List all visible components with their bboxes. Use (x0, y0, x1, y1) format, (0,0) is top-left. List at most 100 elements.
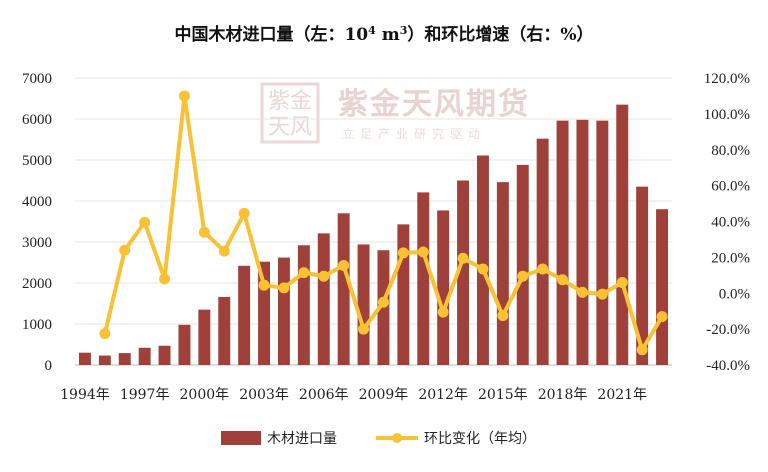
bar (636, 186, 649, 365)
line-point (358, 323, 370, 335)
bar (576, 119, 589, 365)
line-point (437, 306, 449, 318)
axis-right: -40.0% -20.0% 0.0% 20.0% 40.0% 60.0% 80.0% 100.… (704, 71, 750, 374)
line-point (119, 244, 131, 256)
y-left-tick-label: 2000 (22, 276, 52, 292)
bar (616, 104, 629, 366)
line-point (596, 288, 608, 300)
legend-swatch-bar (221, 431, 261, 445)
bar (516, 164, 529, 365)
bar (496, 182, 509, 365)
line-point (318, 270, 330, 282)
bar (437, 210, 450, 365)
bar (596, 120, 609, 365)
line-point (198, 226, 210, 238)
bar (258, 261, 271, 365)
x-tick-label: 2009年 (359, 387, 409, 403)
line-point (377, 296, 389, 308)
watermark-slogan: 立足产业研究驱动 (342, 126, 486, 141)
bar (98, 355, 111, 365)
line-point (338, 259, 350, 271)
bar (118, 353, 131, 365)
watermark-brand: 紫金天风期货 (338, 87, 530, 122)
bar (238, 265, 251, 365)
line-point (537, 263, 549, 275)
line-point (218, 245, 230, 257)
line-point (139, 216, 151, 228)
y-right-tick-label: -40.0% (706, 358, 750, 374)
watermark-seal: 紫金 (268, 89, 312, 114)
line-point (557, 274, 569, 286)
bar (158, 345, 171, 365)
bar (556, 120, 569, 365)
y-right-tick-label: -20.0% (706, 322, 750, 338)
y-right-tick-label: 60.0% (711, 179, 750, 195)
line-point (298, 267, 310, 279)
line-point (457, 252, 469, 264)
bar (218, 296, 231, 365)
bar (178, 324, 191, 365)
y-left-tick-label: 7000 (22, 71, 52, 87)
x-tick-label: 2012年 (418, 387, 468, 403)
line-layer (99, 90, 668, 356)
line-point (477, 263, 489, 275)
y-right-tick-label: 0.0% (719, 286, 750, 302)
x-tick-label: 2006年 (299, 387, 349, 403)
line-point (258, 279, 270, 291)
y-left-tick-label: 6000 (22, 112, 52, 128)
bar (317, 233, 330, 365)
line-point (238, 207, 250, 219)
line-point (99, 328, 111, 340)
y-right-tick-label: 80.0% (711, 143, 750, 159)
bar (457, 180, 470, 365)
y-left-tick-label: 5000 (22, 153, 52, 169)
y-right-tick-label: 20.0% (711, 250, 750, 266)
axis-left: 0 1000 2000 3000 4000 5000 6000 7000 (22, 71, 52, 374)
line-point (278, 282, 290, 294)
line-point (497, 310, 509, 322)
bar (476, 155, 489, 365)
bar (397, 224, 410, 365)
x-tick-label: 2021年 (597, 387, 647, 403)
y-right-tick-label: 100.0% (704, 107, 750, 123)
x-tick-label: 2018年 (538, 387, 588, 403)
bar (357, 244, 370, 365)
x-tick-label: 2003年 (239, 387, 289, 403)
bar (297, 245, 310, 365)
legend: 木材进口量 环比变化（年均） (221, 431, 536, 447)
line-point (417, 246, 429, 258)
bar (536, 138, 549, 365)
legend-label-bar: 木材进口量 (267, 431, 337, 447)
line-point (656, 311, 668, 323)
y-right-tick-label: 120.0% (704, 71, 750, 87)
line-point (397, 247, 409, 259)
y-left-tick-label: 3000 (22, 235, 52, 251)
line-point (517, 270, 529, 282)
y-left-tick-label: 0 (45, 358, 53, 374)
legend-label-line: 环比变化（年均） (424, 431, 536, 447)
bar (337, 213, 350, 365)
y-left-tick-label: 4000 (22, 194, 52, 210)
x-tick-label: 2000年 (180, 387, 230, 403)
line-point (636, 344, 648, 356)
bar (78, 352, 91, 365)
x-tick-label: 2015年 (478, 387, 528, 403)
line-point (178, 90, 190, 102)
axis-x: 1994年 1997年 2000年 2003年 2006年 2009年 2012年 2015年… (60, 387, 647, 403)
legend-swatch-line-marker (392, 433, 402, 443)
bar (417, 192, 430, 365)
chart-title: 中国木材进口量（左：104 m3）和环比增速（右：%） (174, 24, 593, 46)
x-tick-label: 1997年 (120, 387, 170, 403)
x-tick-label: 1994年 (60, 387, 110, 403)
bar (277, 257, 290, 365)
watermark-seal-box (260, 82, 320, 144)
watermark: 紫金 天风 紫金天风期货 立足产业研究驱动 (260, 82, 530, 144)
bar (138, 347, 151, 365)
bar (198, 309, 211, 365)
line-point (576, 286, 588, 298)
y-left-tick-label: 1000 (22, 317, 52, 333)
y-right-tick-label: 40.0% (711, 215, 750, 231)
bar (656, 209, 669, 365)
line-point (616, 276, 628, 288)
